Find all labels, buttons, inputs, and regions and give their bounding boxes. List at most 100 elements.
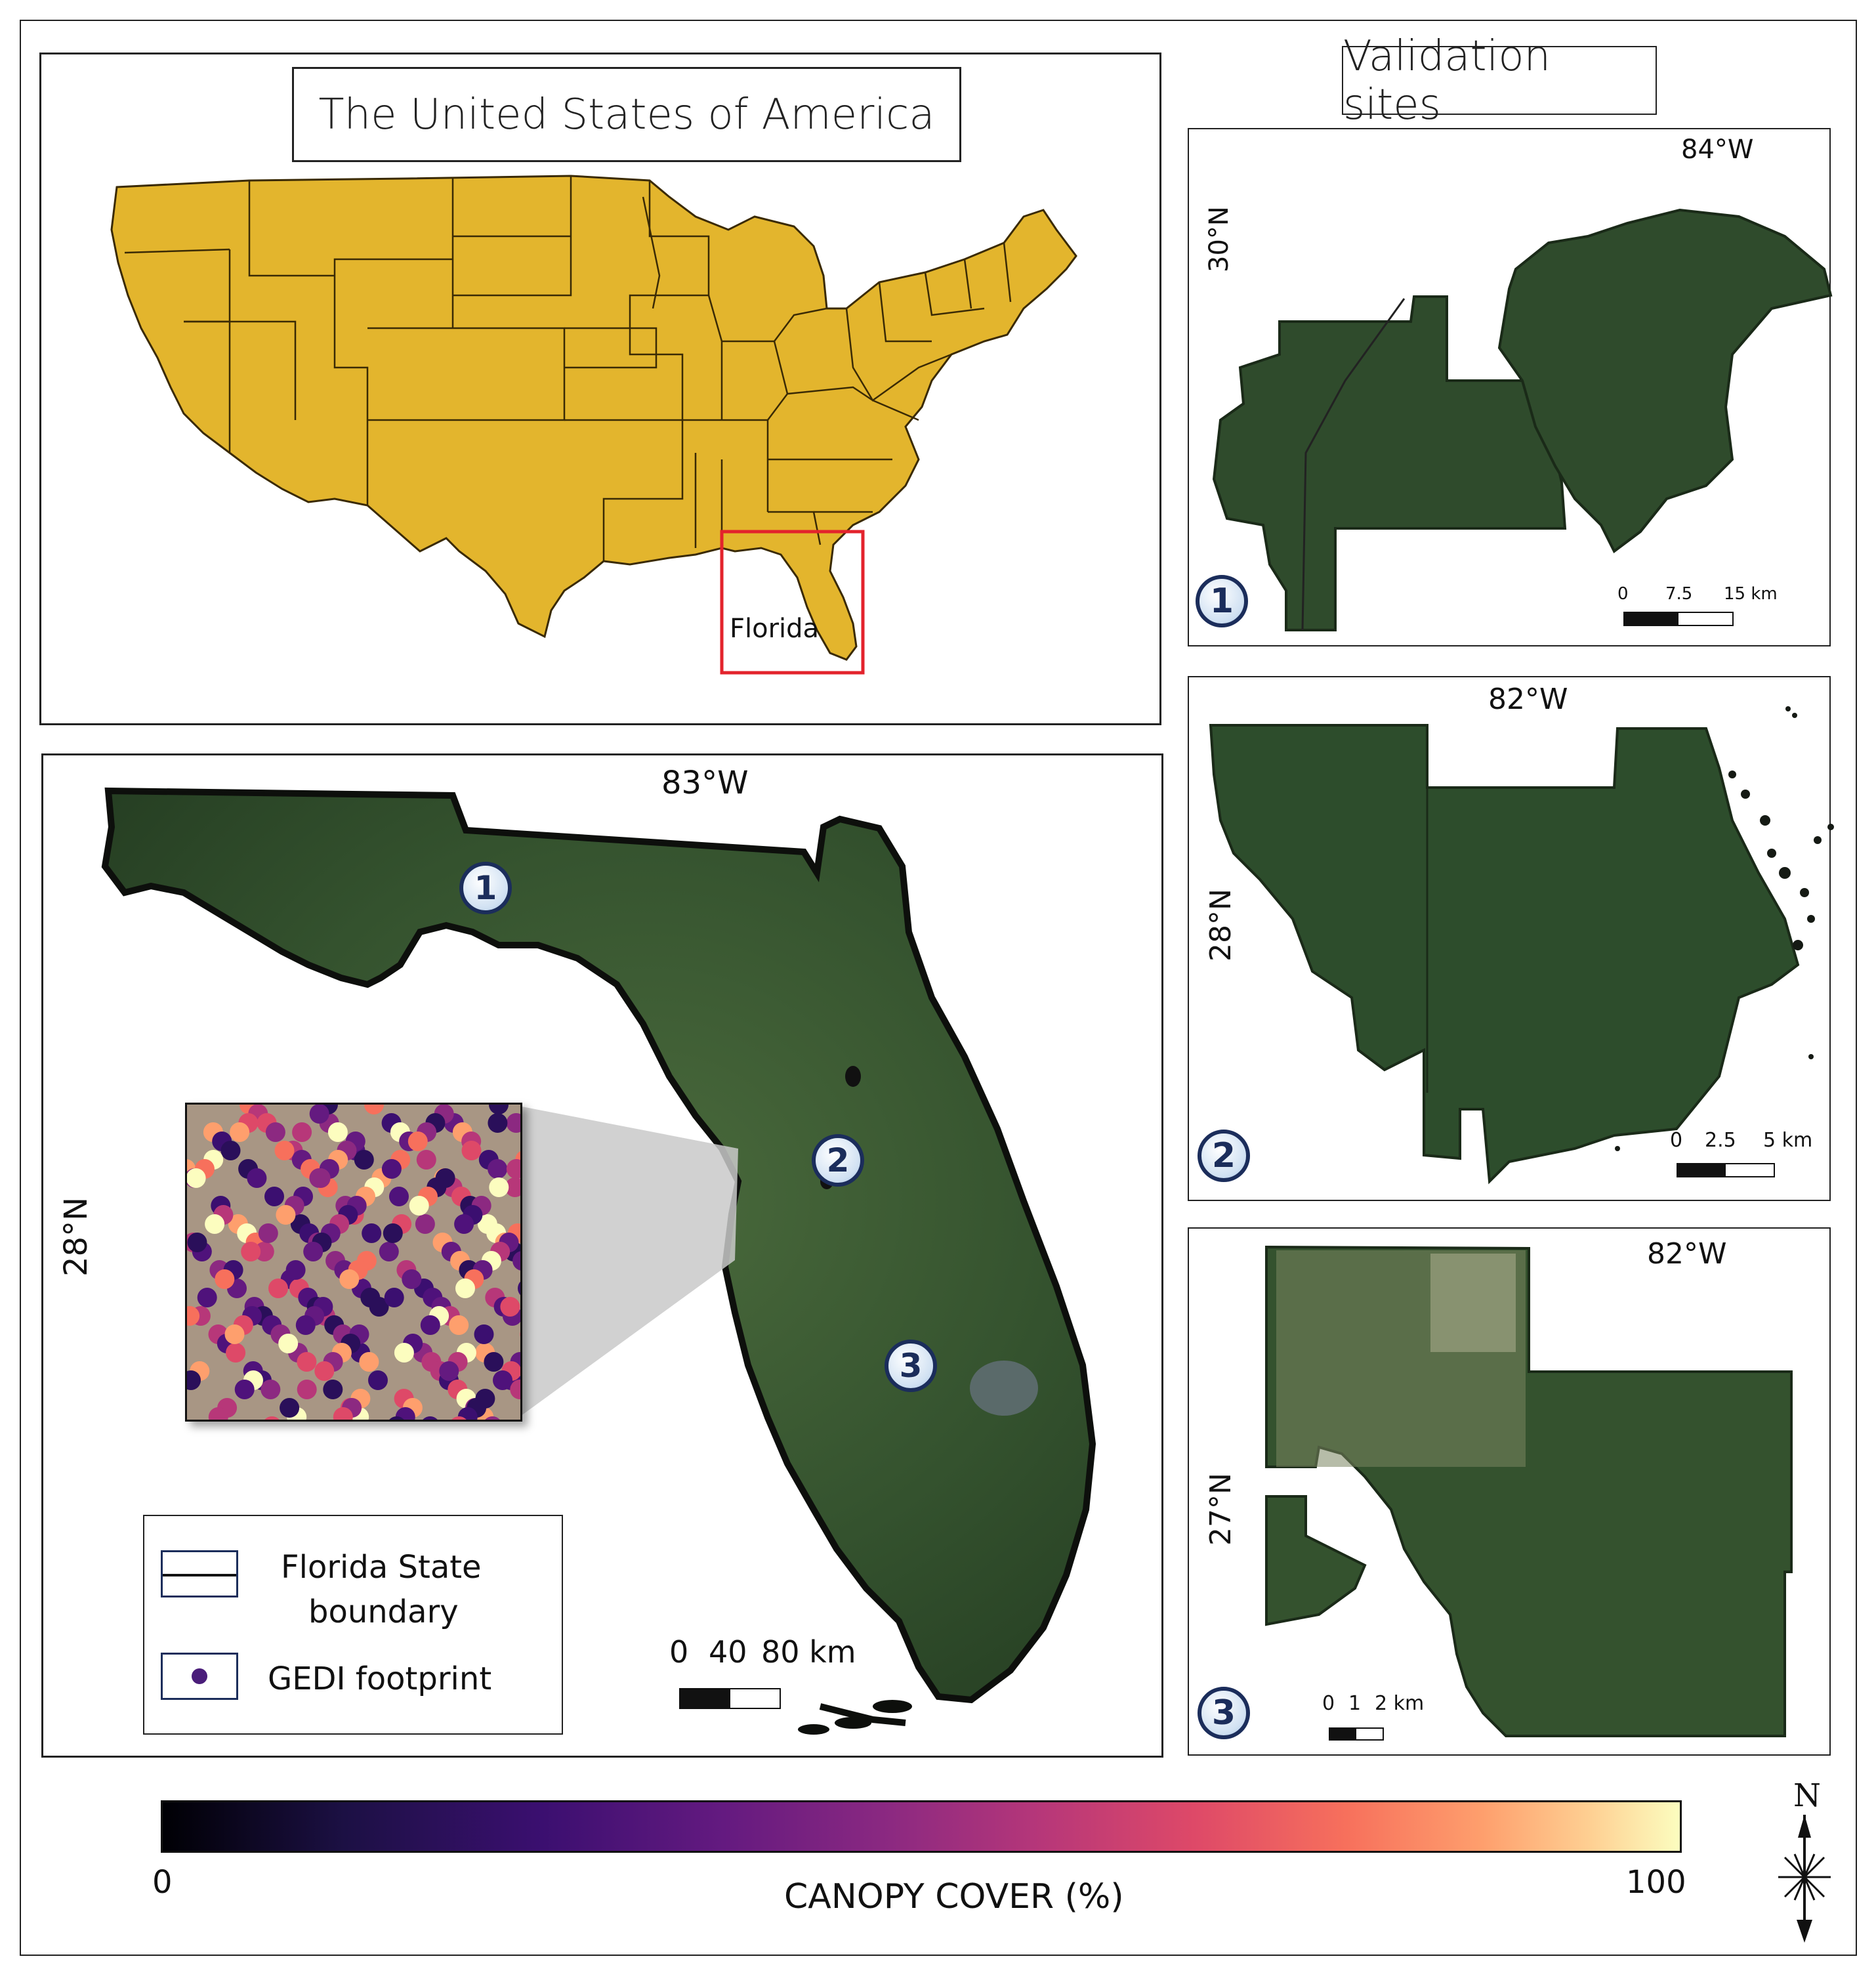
site-marker-2[interactable]: 2 — [812, 1134, 864, 1187]
gedi-footprint-dot — [439, 1361, 459, 1381]
florida-longitude-label: 83°W — [661, 765, 749, 801]
site-1-scale-mid: 7.5 — [1665, 584, 1693, 604]
site-3-scale-max: 2 km — [1375, 1692, 1425, 1715]
gedi-footprint-dot — [278, 1334, 299, 1353]
site-marker-2-label: 2 — [826, 1141, 850, 1179]
site-3-scale-0: 0 — [1322, 1692, 1335, 1715]
florida-scale-80: 80 km — [761, 1634, 856, 1670]
north-arrow-label: N — [1793, 1777, 1821, 1814]
canopy-colorbar — [161, 1800, 1682, 1853]
gedi-footprint-dot — [506, 1113, 520, 1133]
gedi-footprint-dot — [368, 1370, 388, 1390]
site-marker-3[interactable]: 3 — [885, 1340, 937, 1392]
gedi-footprint-dot — [359, 1352, 379, 1372]
site-2-longitude: 82°W — [1488, 683, 1568, 716]
gedi-footprint-dot — [451, 1416, 467, 1420]
gedi-footprint-dot — [379, 1242, 399, 1261]
site-1-longitude: 84°W — [1681, 135, 1754, 165]
gedi-footprint-dot — [402, 1269, 422, 1289]
gedi-footprint-dot — [333, 1407, 353, 1420]
gedi-footprint-dot — [364, 1105, 384, 1114]
site-2-scale-mid: 2.5 — [1705, 1129, 1736, 1152]
gedi-footprint-dot — [230, 1122, 250, 1142]
site-3-badge-label: 3 — [1211, 1693, 1236, 1733]
legend-boundary-symbol — [161, 1550, 238, 1597]
gedi-footprint-dot — [187, 1370, 201, 1390]
gedi-footprint-dot — [362, 1223, 382, 1243]
gedi-footprint-dot — [258, 1223, 278, 1243]
gedi-footprint-dot — [510, 1380, 520, 1399]
florida-scale-0: 0 — [669, 1634, 689, 1670]
gedi-footprint-dot — [457, 1407, 478, 1420]
site-1-latitude: 30°N — [1204, 206, 1234, 272]
gedi-footprint-dot — [339, 1269, 360, 1289]
usa-title: The United States of America — [318, 90, 935, 139]
legend-footprint-symbol — [161, 1653, 238, 1700]
gedi-footprint-dot — [518, 1281, 520, 1296]
florida-scale-bar — [679, 1688, 781, 1709]
gedi-footprint-dot — [292, 1122, 312, 1142]
gedi-footprint-dot — [310, 1168, 331, 1188]
gedi-footprint-dot — [488, 1113, 508, 1133]
gedi-footprint-dot — [506, 1159, 520, 1179]
site-marker-3-label: 3 — [899, 1347, 923, 1385]
site-3-panel — [1188, 1227, 1831, 1756]
gedi-footprint-dot — [224, 1324, 245, 1344]
gedi-footprint-dot — [247, 1168, 267, 1188]
gedi-footprint-dot — [268, 1279, 288, 1298]
site-2-latitude: 28°N — [1204, 889, 1238, 962]
gedi-footprint-dot — [254, 1242, 274, 1261]
gedi-footprint-dot — [265, 1122, 285, 1142]
site-marker-1[interactable]: 1 — [459, 862, 512, 914]
gedi-footprint-dot — [309, 1105, 329, 1124]
gedi-footprint-dot — [215, 1269, 235, 1289]
gedi-footprint-dot — [395, 1407, 415, 1420]
gedi-footprint-dot — [383, 1223, 403, 1243]
gedi-footprint-dot — [274, 1141, 295, 1160]
gedi-footprint-dot — [461, 1141, 482, 1160]
gedi-footprint-dot — [285, 1260, 306, 1280]
gedi-footprint-dot — [205, 1214, 225, 1234]
gedi-footprint-dot — [280, 1398, 300, 1418]
site-3-longitude: 82°W — [1647, 1237, 1727, 1271]
gedi-footprint-dot — [187, 1306, 200, 1326]
gedi-footprint-dot — [241, 1242, 261, 1261]
site-1-scale-max: 15 km — [1724, 584, 1778, 604]
gedi-footprint-dot — [187, 1233, 207, 1252]
gedi-footprint-dot — [493, 1370, 512, 1390]
site-1-badge-label: 1 — [1209, 582, 1234, 621]
site-2-scale-bar — [1677, 1163, 1775, 1177]
usa-title-box: The United States of America — [292, 67, 961, 162]
gedi-footprint-dot — [415, 1214, 435, 1234]
site-3-scale-bar — [1329, 1727, 1384, 1741]
gedi-footprint-dot — [276, 1205, 296, 1225]
site-2-panel — [1188, 676, 1831, 1201]
gedi-footprint-dot — [208, 1407, 228, 1420]
site-3-latitude: 27°N — [1204, 1473, 1238, 1546]
gedi-footprint-dot — [454, 1214, 474, 1234]
legend-footprint-label: GEDI footprint — [268, 1660, 492, 1697]
gedi-footprint-dot — [381, 1159, 402, 1179]
gedi-footprint-dot — [297, 1352, 317, 1372]
gedi-inset — [185, 1103, 522, 1422]
site-1-badge: 1 — [1196, 575, 1248, 627]
gedi-footprint-dot — [297, 1380, 317, 1399]
gedi-footprint-dot — [420, 1315, 440, 1335]
validation-title: Validation sites — [1343, 32, 1551, 129]
colorbar-min-label: 0 — [152, 1864, 173, 1901]
gedi-footprint-dot — [485, 1416, 500, 1420]
site-marker-1-label: 1 — [474, 869, 497, 907]
gedi-footprint-dot — [264, 1416, 280, 1420]
gedi-footprint-dot — [489, 1105, 509, 1114]
gedi-footprint-dot — [489, 1177, 509, 1197]
gedi-footprint-dot — [295, 1315, 316, 1335]
gedi-footprint-dot — [449, 1315, 469, 1335]
gedi-footprint-dot — [389, 1187, 409, 1206]
gedi-footprint-dot — [369, 1297, 389, 1317]
gedi-footprint-dot — [314, 1361, 335, 1381]
validation-title-box: Validation sites — [1342, 32, 1657, 129]
gedi-footprint-dot — [394, 1343, 414, 1363]
gedi-footprint-dot — [187, 1168, 206, 1188]
site-2-badge: 2 — [1198, 1130, 1250, 1182]
gedi-footprint-dot — [389, 1416, 404, 1420]
